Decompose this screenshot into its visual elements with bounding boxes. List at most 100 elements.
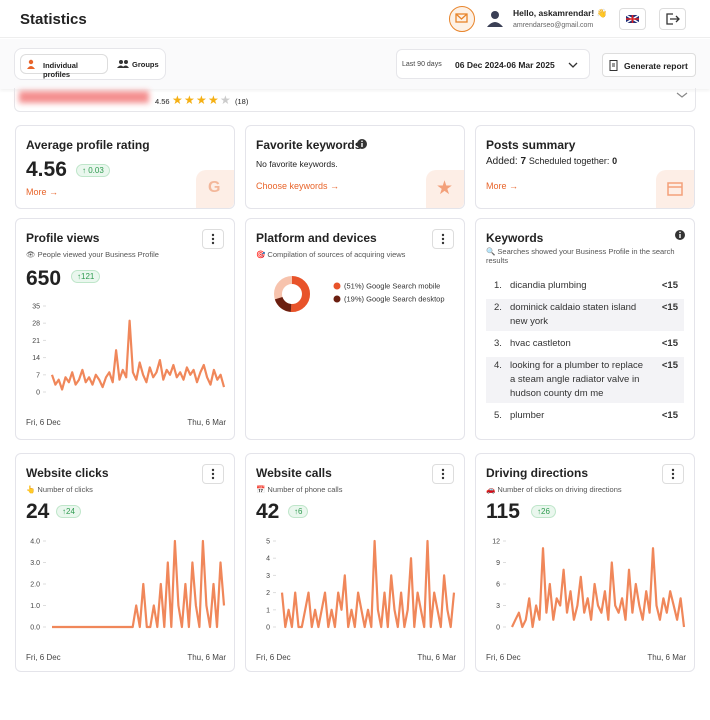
keyword-value: <15 (661, 338, 678, 349)
card-title: Profile views (26, 231, 100, 245)
rating-card: Average profile rating 4.56 ↑ 0.03 More … (15, 125, 235, 209)
icon (667, 182, 683, 196)
y-tick-label: 14 (32, 355, 40, 362)
google-icon: G (196, 170, 234, 208)
stars: ★ ★ ★ ★ ★ (172, 94, 231, 106)
profile-views-card: Profile views 👁 People viewed your Busin… (15, 218, 235, 440)
mail-icon (455, 13, 468, 23)
rank: 5. (494, 410, 502, 421)
toolbar: Individual profiles Groups Last 90 days … (0, 39, 710, 89)
donut-chart: (51%) Google Search mobile(19%) Google S… (274, 276, 445, 312)
y-tick-label: 0 (36, 390, 40, 397)
choose-keywords-link[interactable]: Choose keywords → (256, 181, 340, 191)
logout-button[interactable] (659, 8, 686, 30)
x-label: Fri, 6 Dec (486, 653, 521, 662)
avatar[interactable] (486, 9, 504, 29)
rank: 4. (494, 360, 502, 371)
card-subtitle: 👁 People viewed your Business Profile (26, 250, 159, 259)
posts-stats: Added: 7 Scheduled together: 0 (486, 156, 617, 167)
svg-text:★: ★ (196, 94, 207, 106)
menu-button[interactable] (202, 464, 224, 484)
page-title: Statistics (20, 11, 87, 28)
profile-selector[interactable]: 4.56 ★ ★ ★ ★ ★ (18) (14, 88, 696, 112)
legend-swatch (333, 282, 341, 290)
platform-card: Platform and devices 🎯 Compilation of so… (245, 218, 465, 440)
category: Google Search desktop (366, 295, 444, 304)
donut-slice (274, 276, 310, 312)
greeting: Hello, askamrendar! 👋 (513, 8, 608, 18)
menu-button[interactable] (432, 229, 454, 249)
dot (211, 237, 215, 241)
x-label: Thu, 6 Mar (187, 418, 226, 427)
total: 650 (26, 267, 62, 290)
more-link[interactable]: More → (26, 187, 59, 197)
svg-text:★: ★ (172, 94, 183, 106)
dot (211, 468, 215, 472)
change: 24 (66, 507, 75, 516)
top-bar: Statistics Hello, askamrendar! 👋 amrenda… (0, 0, 710, 38)
logout-icon (666, 13, 680, 25)
tab-individual[interactable]: Individual profiles (20, 54, 108, 79)
line (280, 539, 456, 629)
keyword-row: 4. looking for a plumber to replace a ste… (486, 357, 684, 403)
report-icon (609, 60, 618, 71)
more-link[interactable]: More → (486, 181, 519, 191)
keyword: hvac castleton (510, 338, 571, 349)
keyword-value: <15 (661, 302, 678, 313)
y-tick-label: 12 (492, 539, 500, 546)
menu-button[interactable] (432, 464, 454, 484)
keyword-row: 5. plumber <15 (486, 407, 684, 425)
menu-button[interactable] (202, 229, 224, 249)
y-tick-label: 0.0 (30, 625, 40, 632)
dots (441, 233, 445, 245)
generate-report-button[interactable]: Generate report (602, 53, 696, 77)
y-tick-label: 0 (266, 625, 270, 632)
line-chart: 0 1 2 3 4 5 Fri, 6 Dec Thu, 6 Mar (256, 539, 456, 663)
y-tick-label: 0 (496, 625, 500, 632)
scheduled: 0 (612, 156, 618, 166)
rank: 2. (494, 302, 502, 313)
website-calls-card: Website calls 📅 Number of phone calls 42… (245, 453, 465, 672)
favorite-keywords-card: Favorite keywords No favorite keywords. … (245, 125, 465, 209)
dots (671, 468, 675, 480)
x-label: Fri, 6 Dec (26, 418, 61, 427)
language-button[interactable] (619, 8, 646, 30)
y-tick-label: 5 (266, 539, 270, 546)
rank: 3. (494, 338, 502, 349)
date-picker[interactable]: Last 90 days 06 Dec 2024-06 Mar 2025 (396, 49, 590, 79)
y-tick-label: 28 (32, 321, 40, 328)
y-tick-label: 6 (496, 582, 500, 589)
dot (671, 476, 675, 480)
tab-groups[interactable]: Groups (132, 60, 159, 69)
menu-button[interactable] (662, 464, 684, 484)
keywords-card: Keywords 🔍 Searches showed your Business… (475, 218, 695, 440)
dot (211, 476, 215, 480)
y-tick-label: 4.0 (30, 539, 40, 546)
card-subtitle: 🚗 Number of clicks on driving directions (486, 485, 622, 494)
card-subtitle: 🎯 Compilation of sources of acquiring vi… (256, 250, 406, 259)
card-title: Favorite keywords (256, 138, 362, 152)
legend-entry: (19%) Google Search desktop (344, 295, 445, 304)
total: 115 (486, 500, 520, 523)
dot (671, 472, 675, 476)
line-chart: 0 7 14 21 28 35 Fri, 6 Dec Thu, 6 Mar (26, 304, 226, 428)
label: Added: (486, 156, 518, 167)
group-icon (117, 60, 129, 68)
mail-button[interactable] (449, 6, 475, 32)
info-icon[interactable] (674, 229, 686, 241)
posts-icon (656, 170, 694, 208)
svg-text:★: ★ (220, 94, 231, 106)
flag (625, 14, 640, 24)
star-icon: ★ (426, 170, 464, 208)
rank: 1. (494, 280, 502, 291)
posts-card: Posts summary Added: 7 Scheduled togethe… (475, 125, 695, 209)
change-badge: ↑121 (71, 270, 101, 283)
line (50, 319, 226, 391)
y-tick-label: 35 (32, 304, 40, 311)
dot (441, 472, 445, 476)
svg-text:★: ★ (184, 94, 195, 106)
button-label: Generate report (624, 61, 688, 71)
y-tick-label: 3 (266, 573, 270, 580)
info-icon[interactable] (356, 138, 368, 150)
